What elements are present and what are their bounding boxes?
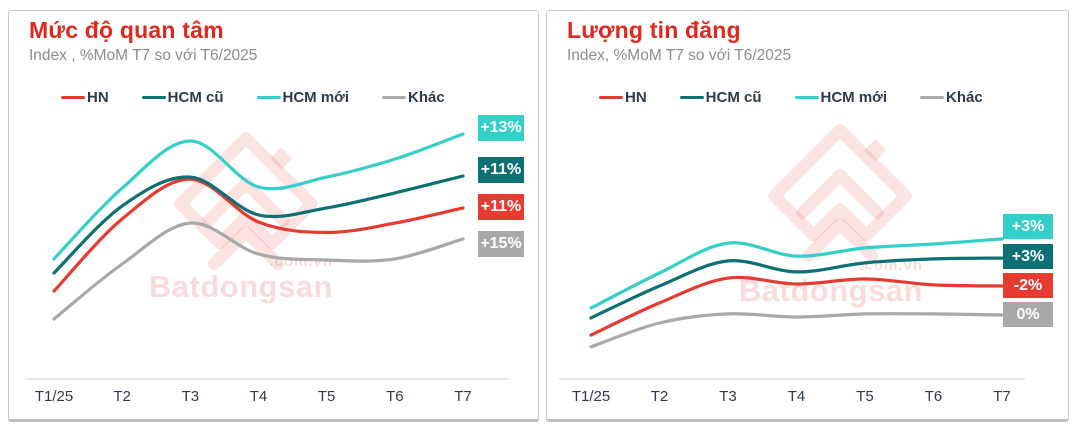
line-chart-svg [559,237,1025,380]
legend-label: Khác [408,89,445,106]
series-line-Khác [589,312,1004,349]
legend-item-1: HN [61,89,109,106]
chart-title: Lượng tin đăng [567,17,741,43]
legend-item-4: Khác [920,89,983,106]
legend-item-4: Khác [382,89,445,106]
series-line-HCM mới [589,237,1004,310]
chart-subtitle: Index, %MoM T7 so với T6/2025 [567,47,792,64]
legend-label: Khác [946,89,983,106]
legend-label: HCM mới [282,89,350,106]
legend-item-3: HCM mới [256,89,350,106]
legend-label: HCM cũ [705,89,762,106]
legend-label: HN [87,89,109,106]
legend-swatch-icon [61,95,85,100]
series-line-HCM cũ [52,174,465,275]
legend-label: HCM mới [820,89,888,106]
chart-card-interest-level: Mức độ quan tâm Index , %MoM T7 so với T… [8,10,539,422]
legend: HN HCM cũ HCM mới Khác [599,89,983,106]
legend-swatch-icon [794,95,819,100]
series-line-HN [589,275,1004,337]
chart-title: Mức độ quan tâm [29,17,224,43]
legend-swatch-icon [141,95,166,100]
chart-card-listing-volume: Lượng tin đăng Index, %MoM T7 so với T6/… [546,10,1069,422]
legend-item-2: HCM cũ [141,89,224,106]
series-line-HCM cũ [589,256,1004,320]
legend-label: HCM cũ [167,89,224,106]
legend-swatch-icon [920,95,945,100]
line-chart-svg [25,132,509,380]
legend-swatch-icon [382,95,407,100]
legend: HN HCM cũ HCM mới Khác [61,89,445,106]
series-line-Khác [52,221,465,321]
legend-item-1: HN [599,89,647,106]
series-line-HCM mới [52,132,465,261]
legend-label: HN [625,89,647,106]
legend-swatch-icon [679,95,704,100]
legend-swatch-icon [599,95,623,100]
legend-item-3: HCM mới [794,89,888,106]
chart-subtitle: Index , %MoM T7 so với T6/2025 [29,47,258,64]
legend-swatch-icon [256,95,281,100]
series-line-HN [52,177,465,293]
legend-item-2: HCM cũ [679,89,762,106]
